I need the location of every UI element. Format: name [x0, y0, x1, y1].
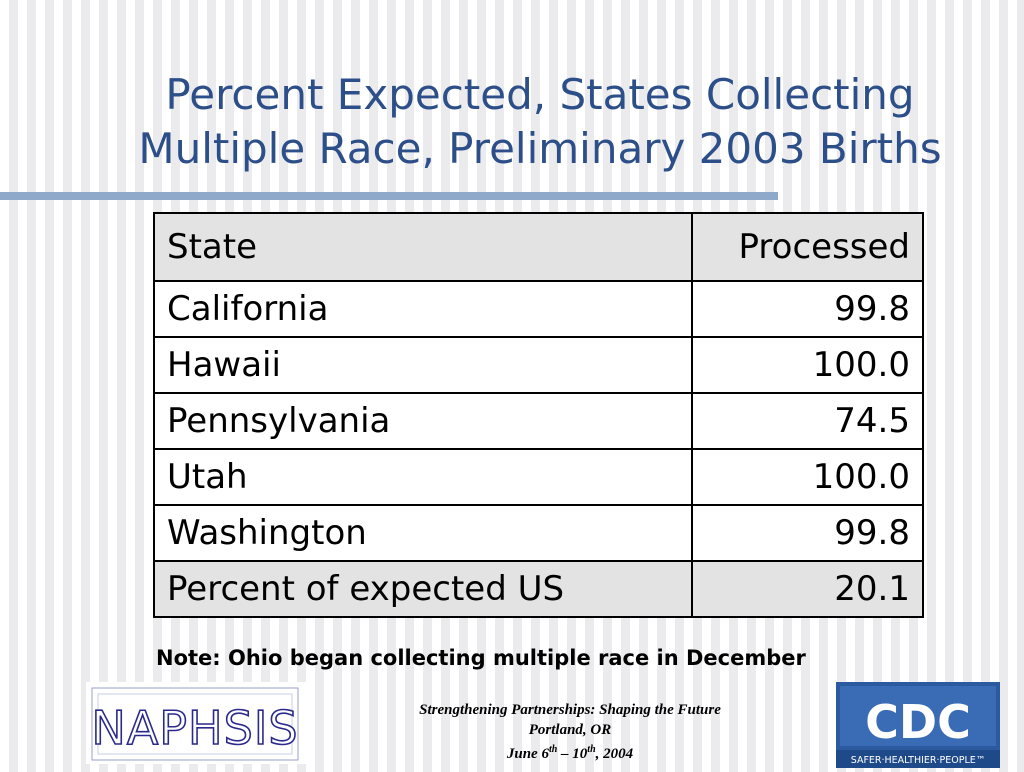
slide-title: Percent Expected, States Collecting Mult… — [138, 70, 942, 173]
naphsis-logo: NAPHSIS — [86, 682, 306, 764]
total-value-cell: 20.1 — [691, 560, 924, 618]
naphsis-wordmark: NAPHSIS — [91, 701, 298, 755]
table-total-row: Percent of expected US 20.1 — [153, 560, 924, 618]
table-row: Washington 99.8 — [153, 504, 924, 562]
cdc-wordmark: CDC — [865, 695, 971, 749]
state-cell: Washington — [153, 504, 693, 562]
states-table: State Processed California 99.8 Hawaii 1… — [153, 212, 924, 618]
table-row: Hawaii 100.0 — [153, 336, 924, 394]
cdc-logo: CDC SAFER·HEALTHIER·PEOPLE™ — [836, 682, 1000, 768]
state-cell: Pennsylvania — [153, 392, 693, 450]
footer-text: Strengthening Partnerships: Shaping the … — [340, 700, 800, 764]
footer-line-3: June 6th – 10th, 2004 — [506, 744, 634, 762]
processed-cell: 100.0 — [691, 448, 924, 506]
header-state: State — [153, 212, 693, 282]
cdc-tagline: SAFER·HEALTHIER·PEOPLE™ — [851, 755, 986, 766]
processed-cell: 99.8 — [691, 280, 924, 338]
footer-line-1: Strengthening Partnerships: Shaping the … — [419, 702, 721, 718]
state-cell: California — [153, 280, 693, 338]
title-divider — [0, 192, 778, 200]
state-cell: Utah — [153, 448, 693, 506]
header-processed: Processed — [691, 212, 924, 282]
processed-cell: 99.8 — [691, 504, 924, 562]
processed-cell: 74.5 — [691, 392, 924, 450]
table-row: California 99.8 — [153, 280, 924, 338]
processed-cell: 100.0 — [691, 336, 924, 394]
footer-line-2: Portland, OR — [528, 722, 612, 738]
total-label-cell: Percent of expected US — [153, 560, 693, 618]
state-cell: Hawaii — [153, 336, 693, 394]
table-row: Utah 100.0 — [153, 448, 924, 506]
table-header-row: State Processed — [153, 212, 924, 282]
table-row: Pennsylvania 74.5 — [153, 392, 924, 450]
footnote: Note: Ohio began collecting multiple rac… — [156, 646, 806, 670]
